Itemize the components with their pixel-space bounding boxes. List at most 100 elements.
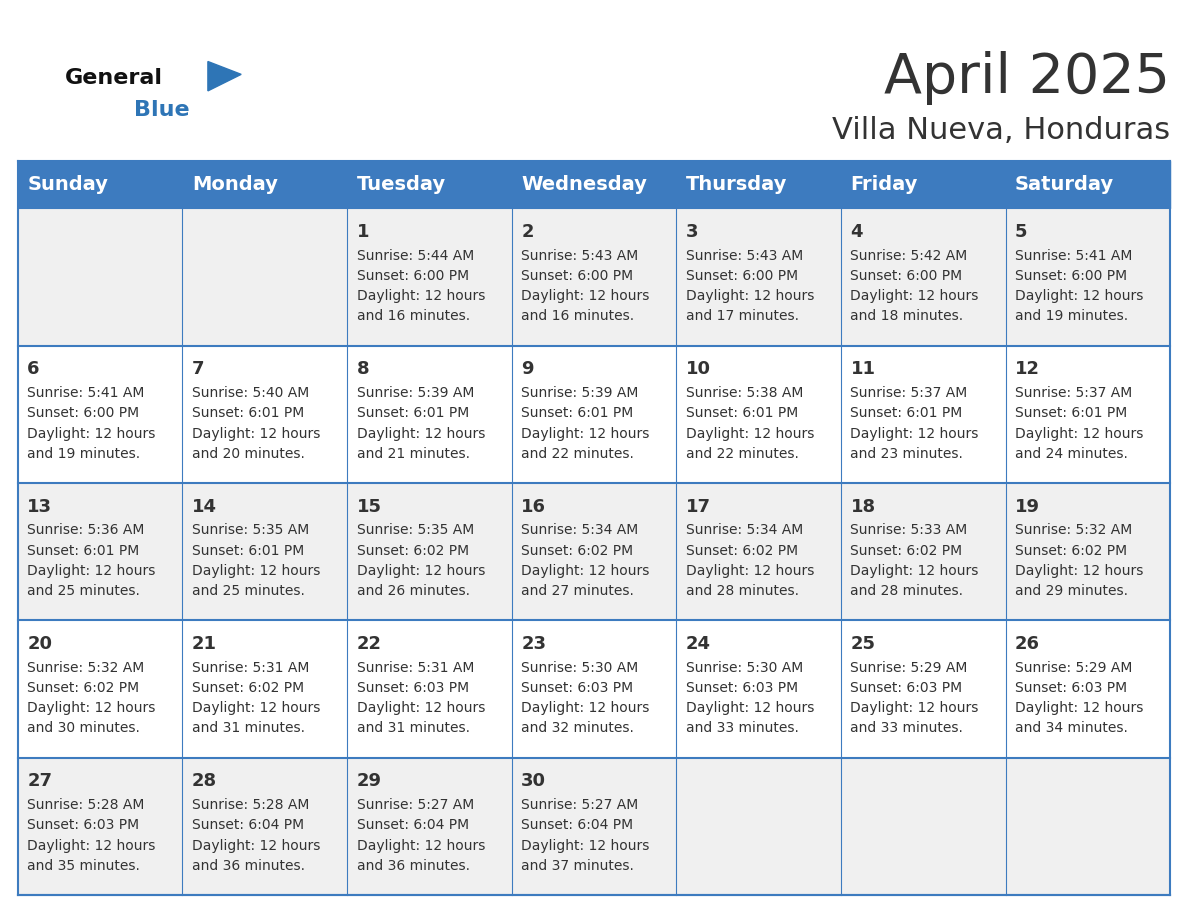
Text: Sunrise: 5:42 AM: Sunrise: 5:42 AM — [851, 249, 968, 263]
Text: Sunset: 6:04 PM: Sunset: 6:04 PM — [356, 818, 469, 833]
Text: and 36 minutes.: and 36 minutes. — [356, 858, 469, 873]
Bar — [183, 208, 347, 346]
Bar — [347, 757, 512, 895]
Text: Sunrise: 5:28 AM: Sunrise: 5:28 AM — [192, 798, 309, 812]
Text: Sunrise: 5:39 AM: Sunrise: 5:39 AM — [522, 386, 639, 400]
Text: Sunset: 6:02 PM: Sunset: 6:02 PM — [27, 681, 139, 695]
Text: Sunset: 6:02 PM: Sunset: 6:02 PM — [851, 543, 962, 557]
Text: Sunrise: 5:29 AM: Sunrise: 5:29 AM — [851, 661, 968, 675]
Text: 3: 3 — [685, 223, 699, 241]
Text: 10: 10 — [685, 361, 710, 378]
Text: Sunrise: 5:34 AM: Sunrise: 5:34 AM — [522, 523, 638, 537]
Text: Daylight: 12 hours: Daylight: 12 hours — [851, 564, 979, 577]
Text: General: General — [65, 68, 163, 88]
Bar — [183, 483, 347, 621]
Text: and 16 minutes.: and 16 minutes. — [522, 309, 634, 323]
Text: 13: 13 — [27, 498, 52, 516]
Text: Sunset: 6:01 PM: Sunset: 6:01 PM — [356, 407, 469, 420]
Text: Sunset: 6:01 PM: Sunset: 6:01 PM — [1015, 407, 1127, 420]
Text: Daylight: 12 hours: Daylight: 12 hours — [522, 427, 650, 441]
Text: Sunset: 6:02 PM: Sunset: 6:02 PM — [192, 681, 304, 695]
Bar — [676, 621, 841, 757]
Text: Daylight: 12 hours: Daylight: 12 hours — [522, 564, 650, 577]
Text: 17: 17 — [685, 498, 710, 516]
Text: and 28 minutes.: and 28 minutes. — [685, 584, 798, 598]
Text: and 16 minutes.: and 16 minutes. — [356, 309, 469, 323]
Bar — [1005, 208, 1170, 346]
Text: and 19 minutes.: and 19 minutes. — [1015, 309, 1129, 323]
Text: Sunrise: 5:31 AM: Sunrise: 5:31 AM — [356, 661, 474, 675]
Text: Daylight: 12 hours: Daylight: 12 hours — [192, 838, 321, 853]
Text: 24: 24 — [685, 635, 710, 653]
Text: Sunrise: 5:27 AM: Sunrise: 5:27 AM — [356, 798, 474, 812]
Text: Daylight: 12 hours: Daylight: 12 hours — [685, 701, 814, 715]
Text: 20: 20 — [27, 635, 52, 653]
Text: Sunrise: 5:43 AM: Sunrise: 5:43 AM — [685, 249, 803, 263]
Polygon shape — [208, 62, 241, 91]
Text: Sunset: 6:02 PM: Sunset: 6:02 PM — [1015, 543, 1127, 557]
Text: Thursday: Thursday — [685, 175, 788, 194]
Text: Daylight: 12 hours: Daylight: 12 hours — [27, 427, 156, 441]
Text: Daylight: 12 hours: Daylight: 12 hours — [522, 289, 650, 303]
Bar — [841, 621, 1005, 757]
Bar — [18, 483, 183, 621]
Text: Sunrise: 5:30 AM: Sunrise: 5:30 AM — [685, 661, 803, 675]
Text: Daylight: 12 hours: Daylight: 12 hours — [1015, 427, 1143, 441]
Text: and 27 minutes.: and 27 minutes. — [522, 584, 634, 598]
Text: 23: 23 — [522, 635, 546, 653]
Text: and 20 minutes.: and 20 minutes. — [192, 447, 305, 461]
Text: Sunset: 6:04 PM: Sunset: 6:04 PM — [192, 818, 304, 833]
Text: Sunset: 6:03 PM: Sunset: 6:03 PM — [27, 818, 139, 833]
Bar — [512, 621, 676, 757]
Text: Sunrise: 5:39 AM: Sunrise: 5:39 AM — [356, 386, 474, 400]
Text: 28: 28 — [192, 772, 217, 790]
Bar — [1005, 621, 1170, 757]
Text: April 2025: April 2025 — [884, 51, 1170, 105]
Bar — [676, 483, 841, 621]
Text: and 26 minutes.: and 26 minutes. — [356, 584, 469, 598]
Text: 29: 29 — [356, 772, 381, 790]
Text: Sunrise: 5:36 AM: Sunrise: 5:36 AM — [27, 523, 145, 537]
Text: and 25 minutes.: and 25 minutes. — [27, 584, 140, 598]
Text: Sunrise: 5:29 AM: Sunrise: 5:29 AM — [1015, 661, 1132, 675]
Text: Daylight: 12 hours: Daylight: 12 hours — [685, 564, 814, 577]
Text: 11: 11 — [851, 361, 876, 378]
Bar — [1005, 757, 1170, 895]
Text: Sunset: 6:03 PM: Sunset: 6:03 PM — [1015, 681, 1127, 695]
Text: Sunset: 6:01 PM: Sunset: 6:01 PM — [522, 407, 633, 420]
Bar — [18, 208, 183, 346]
Text: and 18 minutes.: and 18 minutes. — [851, 309, 963, 323]
Text: Daylight: 12 hours: Daylight: 12 hours — [1015, 289, 1143, 303]
Bar — [676, 757, 841, 895]
Text: Sunset: 6:00 PM: Sunset: 6:00 PM — [1015, 269, 1127, 283]
Text: Sunrise: 5:41 AM: Sunrise: 5:41 AM — [1015, 249, 1132, 263]
Text: 8: 8 — [356, 361, 369, 378]
Text: Daylight: 12 hours: Daylight: 12 hours — [356, 701, 485, 715]
Text: Sunset: 6:02 PM: Sunset: 6:02 PM — [356, 543, 469, 557]
Text: Daylight: 12 hours: Daylight: 12 hours — [356, 564, 485, 577]
Bar — [183, 346, 347, 483]
Text: 6: 6 — [27, 361, 40, 378]
Text: Sunset: 6:03 PM: Sunset: 6:03 PM — [522, 681, 633, 695]
Text: Sunset: 6:01 PM: Sunset: 6:01 PM — [192, 407, 304, 420]
Bar — [512, 483, 676, 621]
Bar — [1005, 346, 1170, 483]
Text: Tuesday: Tuesday — [356, 175, 446, 194]
Text: and 35 minutes.: and 35 minutes. — [27, 858, 140, 873]
Text: Daylight: 12 hours: Daylight: 12 hours — [192, 427, 321, 441]
Text: Daylight: 12 hours: Daylight: 12 hours — [356, 838, 485, 853]
Bar — [841, 208, 1005, 346]
Text: Daylight: 12 hours: Daylight: 12 hours — [851, 289, 979, 303]
Text: Sunrise: 5:35 AM: Sunrise: 5:35 AM — [356, 523, 474, 537]
Text: Sunrise: 5:31 AM: Sunrise: 5:31 AM — [192, 661, 309, 675]
Text: Daylight: 12 hours: Daylight: 12 hours — [27, 838, 156, 853]
Bar — [1005, 483, 1170, 621]
Text: and 33 minutes.: and 33 minutes. — [685, 722, 798, 735]
Text: Sunrise: 5:30 AM: Sunrise: 5:30 AM — [522, 661, 638, 675]
Text: 7: 7 — [192, 361, 204, 378]
Text: and 31 minutes.: and 31 minutes. — [356, 722, 469, 735]
Text: Sunset: 6:01 PM: Sunset: 6:01 PM — [685, 407, 798, 420]
Text: 15: 15 — [356, 498, 381, 516]
Text: Daylight: 12 hours: Daylight: 12 hours — [27, 564, 156, 577]
Bar — [347, 208, 512, 346]
